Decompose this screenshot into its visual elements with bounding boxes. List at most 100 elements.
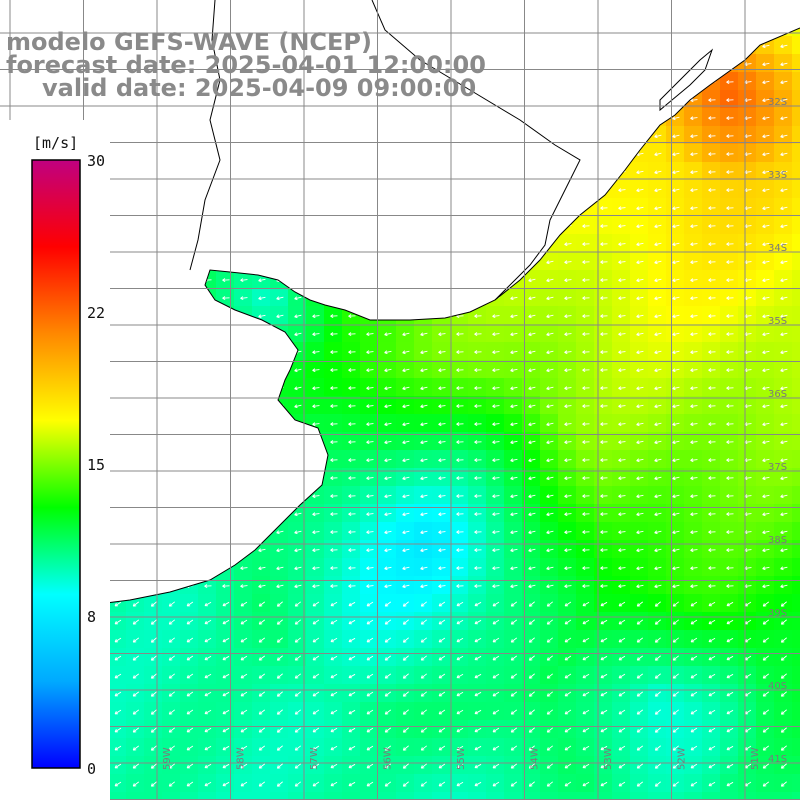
wind-arrow: [114, 745, 122, 751]
wind-arrow: [546, 673, 554, 679]
wind-arrow: [636, 548, 644, 553]
wind-arrow: [312, 368, 320, 373]
wind-arrow: [312, 781, 320, 787]
wind-arrow: [636, 709, 644, 715]
wind-arrow: [690, 530, 698, 535]
map-title: modelo GEFS-WAVE (NCEP) forecast date: 2…: [6, 28, 486, 102]
wind-arrow: [240, 763, 248, 769]
wind-arrow: [708, 619, 716, 625]
wind-arrow: [690, 619, 698, 625]
wind-arrow: [204, 637, 212, 643]
colorbar-tick-15: 15: [87, 456, 105, 474]
wind-arrow: [726, 332, 734, 336]
wind-arrow: [456, 476, 464, 481]
wind-arrow: [222, 673, 230, 679]
wind-arrow: [708, 152, 716, 157]
wind-arrow: [150, 745, 157, 751]
wind-arrow: [492, 476, 500, 481]
wind-arrow: [330, 566, 338, 571]
wind-arrow: [546, 332, 554, 337]
wind-arrow: [780, 476, 788, 481]
wind-arrow: [546, 278, 554, 283]
wind-arrow: [204, 601, 212, 607]
wind-arrow: [402, 332, 410, 337]
colorbar: [m/s] 30 22 15 8 0: [0, 120, 110, 800]
wind-arrow: [528, 673, 535, 679]
wind-arrow: [690, 494, 698, 499]
wind-arrow: [708, 386, 716, 391]
wind-arrow: [672, 727, 680, 733]
wind-arrow: [654, 494, 662, 499]
wind-arrow: [402, 601, 409, 607]
wind-arrow: [546, 512, 554, 517]
wind-arrow: [348, 458, 356, 462]
wind-arrow: [492, 781, 500, 787]
wind-arrow: [330, 548, 338, 553]
wind-arrow: [726, 170, 734, 174]
wind-arrow: [582, 745, 590, 751]
wind-arrow: [546, 422, 554, 427]
wind-arrow: [276, 566, 284, 571]
wind-arrow: [780, 278, 788, 283]
wind-arrow: [618, 332, 626, 337]
wind-arrow: [474, 727, 482, 733]
wind-arrow: [348, 476, 356, 480]
wind-arrow: [114, 655, 122, 661]
wind-arrow: [654, 745, 661, 751]
wind-arrow: [762, 637, 770, 643]
wind-arrow: [726, 566, 734, 570]
wind-arrow: [456, 745, 464, 751]
wind-arrow: [582, 350, 590, 355]
wind-arrow: [348, 440, 356, 444]
title-forecast-date: forecast date: 2025-04-01 12:00:00: [6, 51, 486, 79]
wind-arrow: [654, 476, 662, 481]
wind-arrow: [600, 350, 608, 354]
wind-arrow: [762, 116, 770, 121]
latitude-label: 32S: [768, 97, 787, 108]
wind-arrow: [294, 727, 302, 733]
wind-arrow: [546, 691, 554, 697]
wind-arrow: [708, 530, 716, 535]
wind-arrow: [654, 296, 662, 301]
wind-arrow: [492, 548, 500, 553]
wind-arrow: [636, 404, 644, 409]
wind-arrow: [348, 655, 356, 661]
wind-arrow: [420, 673, 428, 679]
wind-arrow: [456, 512, 464, 517]
wind-arrow: [132, 781, 140, 787]
wind-arrow: [546, 494, 554, 499]
wind-arrow: [348, 637, 356, 643]
wind-arrow: [294, 548, 302, 553]
wind-arrow: [366, 422, 374, 427]
wind-arrow: [366, 781, 374, 787]
wind-arrow: [402, 494, 410, 499]
wind-arrow: [564, 314, 572, 319]
latitude-label: 37S: [768, 462, 787, 473]
wind-arrow: [474, 422, 482, 426]
wind-arrow: [492, 458, 500, 463]
wind-arrow: [348, 512, 356, 516]
wind-arrow: [204, 655, 212, 661]
wind-arrow: [330, 709, 338, 715]
wind-arrow: [222, 745, 230, 751]
wind-arrow: [672, 655, 680, 661]
wind-arrow: [438, 458, 446, 463]
wind-arrow: [762, 763, 770, 769]
wind-arrow: [240, 673, 248, 679]
wind-arrow: [672, 781, 680, 787]
wind-arrow: [420, 386, 428, 391]
wind-arrow: [546, 781, 554, 787]
wind-arrow: [762, 386, 770, 391]
wind-arrow: [672, 350, 680, 355]
wind-arrow: [654, 152, 662, 157]
wind-arrow: [474, 566, 482, 570]
wind-arrow: [474, 530, 482, 534]
wind-arrow: [186, 655, 194, 661]
wind-arrow: [672, 512, 680, 517]
wind-arrow: [474, 332, 482, 336]
wind-arrow: [672, 404, 680, 409]
wind-arrow: [726, 458, 734, 462]
wind-arrow: [258, 584, 266, 589]
wind-arrow: [654, 332, 662, 337]
wind-arrow: [708, 260, 716, 265]
